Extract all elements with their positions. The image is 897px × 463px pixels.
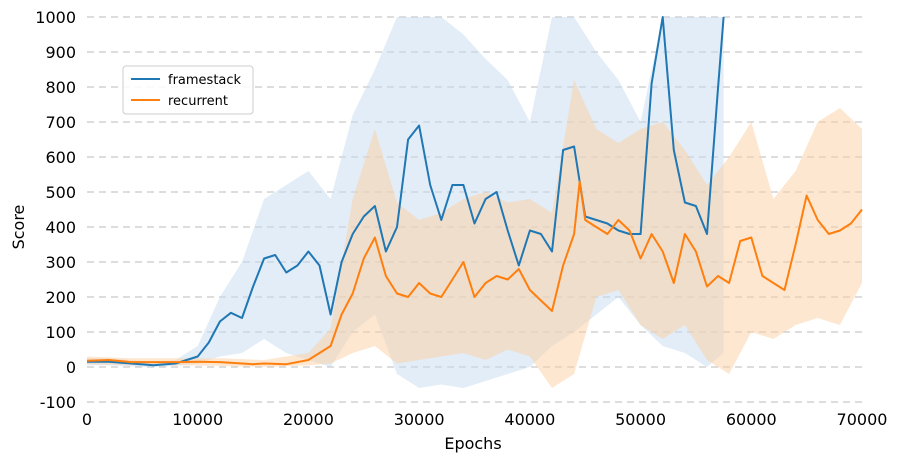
x-tick-label: 50000 [615,410,666,429]
x-tick-label: 40000 [504,410,555,429]
y-tick-label: 300 [45,253,76,272]
y-tick-label: 0 [66,358,76,377]
x-tick-label: 60000 [726,410,777,429]
x-tick-label: 70000 [837,410,888,429]
band-recurrent [87,80,862,388]
y-tick-label: 900 [45,43,76,62]
x-tick-label: 30000 [394,410,445,429]
y-tick-label: 200 [45,288,76,307]
y-axis-label: Score [9,205,28,250]
x-tick-label: 0 [82,410,92,429]
legend-label-framestack: framestack [168,73,242,88]
legend-label-recurrent: recurrent [168,94,228,109]
x-axis-label: Epochs [444,434,501,453]
x-tick-label: 20000 [283,410,334,429]
y-tick-label: 500 [45,183,76,202]
y-tick-label: 700 [45,113,76,132]
y-tick-label: 100 [45,323,76,342]
series-line-recurrent [86,180,863,366]
x-tick-label: 10000 [172,410,223,429]
y-tick-label: 800 [45,78,76,97]
series-lines [86,16,863,367]
y-tick-label: -100 [40,393,76,412]
y-tick-label: 600 [45,148,76,167]
y-tick-label: 1000 [35,8,76,27]
legend: framestack recurrent [122,65,254,115]
y-tick-label: 400 [45,218,76,237]
variance-bands [87,17,862,388]
